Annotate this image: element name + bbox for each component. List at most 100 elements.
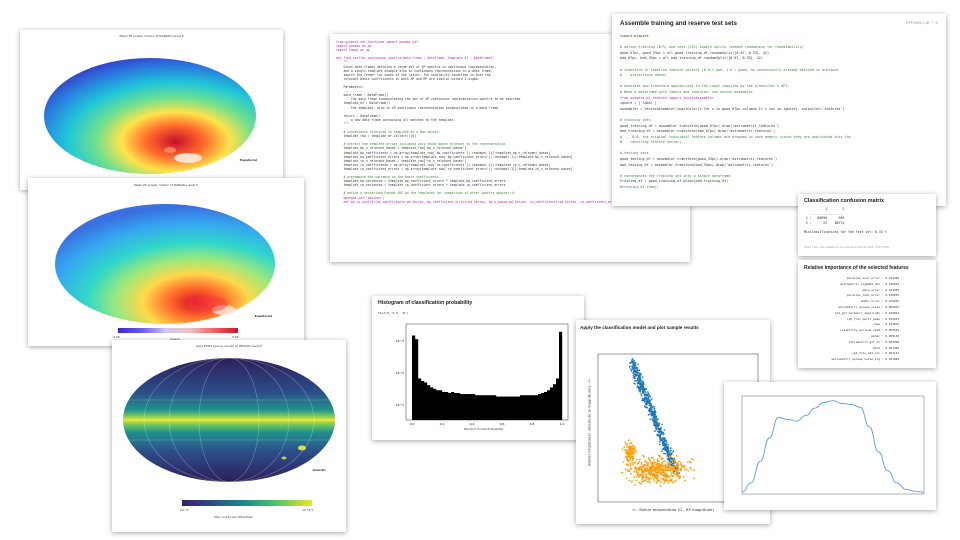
scatter-point	[637, 466, 640, 469]
scatter-point	[655, 470, 657, 473]
scatter-point	[657, 423, 659, 425]
histogram-bar	[514, 396, 518, 420]
scatter-point	[627, 439, 630, 442]
scatter-point	[646, 397, 649, 399]
scatter-point	[630, 441, 633, 444]
scatter-point	[651, 464, 654, 467]
scatter-point	[662, 477, 665, 480]
scatter-point	[650, 472, 652, 474]
notebook-cell-training[interactable]: Assemble training and reserve test sets …	[612, 14, 946, 206]
scatter-point	[628, 451, 630, 454]
scatter-point	[633, 476, 636, 479]
histogram-bar	[526, 395, 530, 420]
feature-row: astrometric_gof_al : 0.004368	[802, 340, 926, 346]
feature-importance-value: 0.001364	[885, 345, 900, 350]
scatter-point	[645, 473, 648, 476]
scatter-point	[652, 478, 655, 481]
train-line: bad_training_df = assembler.transform(ba…	[620, 129, 776, 134]
scatter-point	[651, 413, 654, 415]
scatter-point	[636, 384, 639, 387]
scatter-point	[663, 460, 665, 463]
scatter-point	[682, 475, 685, 478]
train-line: # concatenate the training set into a si…	[620, 173, 731, 178]
scatter-point	[659, 481, 662, 484]
scatter-point	[632, 449, 635, 452]
scatter-point	[642, 480, 645, 483]
code-line: template_row = template_df.collect()[0]	[336, 134, 417, 139]
scatter-point	[654, 423, 657, 425]
scatter-point	[621, 448, 624, 450]
scatter-point	[629, 362, 632, 364]
scatter-point	[626, 442, 629, 445]
scatter-point	[670, 474, 673, 477]
scatter-point	[629, 457, 631, 459]
scatter-point	[625, 477, 628, 480]
scatter-point	[637, 470, 640, 472]
scatter-point	[634, 449, 637, 451]
scatter-point	[629, 463, 632, 465]
train-line: # Annotate and transform appropriate to …	[620, 84, 790, 89]
scatter-point	[650, 456, 653, 459]
scatter-point	[667, 448, 670, 451]
scatter-point	[624, 455, 627, 458]
cell-toolbar[interactable]: PYTHON ▷ ⊞ ⋯ ✕	[906, 21, 938, 25]
scatter-point	[653, 415, 655, 417]
histogram-bar	[448, 392, 452, 420]
histogram-bar	[523, 395, 527, 420]
code-line: @pandas_udf('boolean')	[336, 195, 385, 200]
scatter-point	[651, 417, 653, 420]
scatter-point	[666, 447, 668, 449]
scatter-point	[660, 430, 663, 433]
histogram-bar	[415, 339, 419, 420]
conf-line: Misclassifications for the test set: 0.3…	[804, 229, 887, 234]
scatter-point	[675, 468, 677, 471]
scatter-point	[650, 469, 652, 471]
scatter-point	[669, 462, 671, 465]
histogram-bar	[553, 384, 557, 420]
colorbar-right-label: 10^4.5	[302, 508, 314, 512]
code-line: import pandas as pd	[336, 44, 372, 49]
scatter-point	[634, 484, 636, 486]
scatter-point	[656, 474, 658, 477]
histogram-bar	[463, 394, 467, 420]
scatter-point	[666, 466, 669, 469]
scatter-point	[643, 392, 645, 394]
code-line: template_df : DataFrame()	[336, 101, 391, 106]
code-block[interactable]: %spark.pyspark # define training (67%) a…	[620, 34, 851, 191]
scatter-point	[641, 470, 644, 473]
scatter-point	[631, 445, 634, 448]
scatter-point	[636, 386, 638, 389]
histogram-bar	[550, 387, 554, 420]
sky-map-pm-b	[55, 204, 275, 324]
scatter-point	[665, 476, 667, 478]
train-line: # define training (67%) and test (33%) s…	[620, 45, 804, 50]
scatter-point	[621, 472, 623, 474]
feature-row: pmdec : 0.005136	[802, 334, 926, 340]
feature-importance-value: 0.140653	[885, 293, 900, 298]
scatter-point	[663, 429, 666, 431]
scatter-point	[663, 438, 666, 440]
feature-importance-value: 0.013912	[885, 316, 900, 321]
scatter-point	[630, 370, 633, 372]
train-line: good_67pc, good_33pc = all_good_training…	[620, 50, 770, 55]
card-title: Apply the classification model and plot …	[580, 325, 699, 330]
scatter-point	[628, 479, 631, 482]
scatter-point	[641, 476, 643, 478]
sky-map-card-counts: Gaia EDR3 source counts at HEALPix level…	[112, 340, 346, 532]
scatter-point	[661, 437, 663, 440]
scatter-point	[651, 419, 654, 421]
scatter-point	[661, 461, 664, 464]
scatter-point	[661, 423, 663, 426]
code-line: template_bp_coefficient_errors = np.arra…	[336, 154, 573, 159]
scatter-point	[657, 466, 660, 468]
feature-name: astrometric_gof_al	[848, 339, 880, 344]
scatter-point	[632, 444, 635, 446]
histogram-bar	[487, 395, 491, 420]
scatter-point	[641, 391, 644, 394]
scatter-point	[632, 376, 635, 379]
histogram-bar	[454, 392, 458, 420]
scatter-point	[655, 481, 658, 484]
scatter-point	[635, 371, 637, 373]
scatter-point	[641, 474, 644, 476]
scatter-point	[647, 477, 650, 480]
